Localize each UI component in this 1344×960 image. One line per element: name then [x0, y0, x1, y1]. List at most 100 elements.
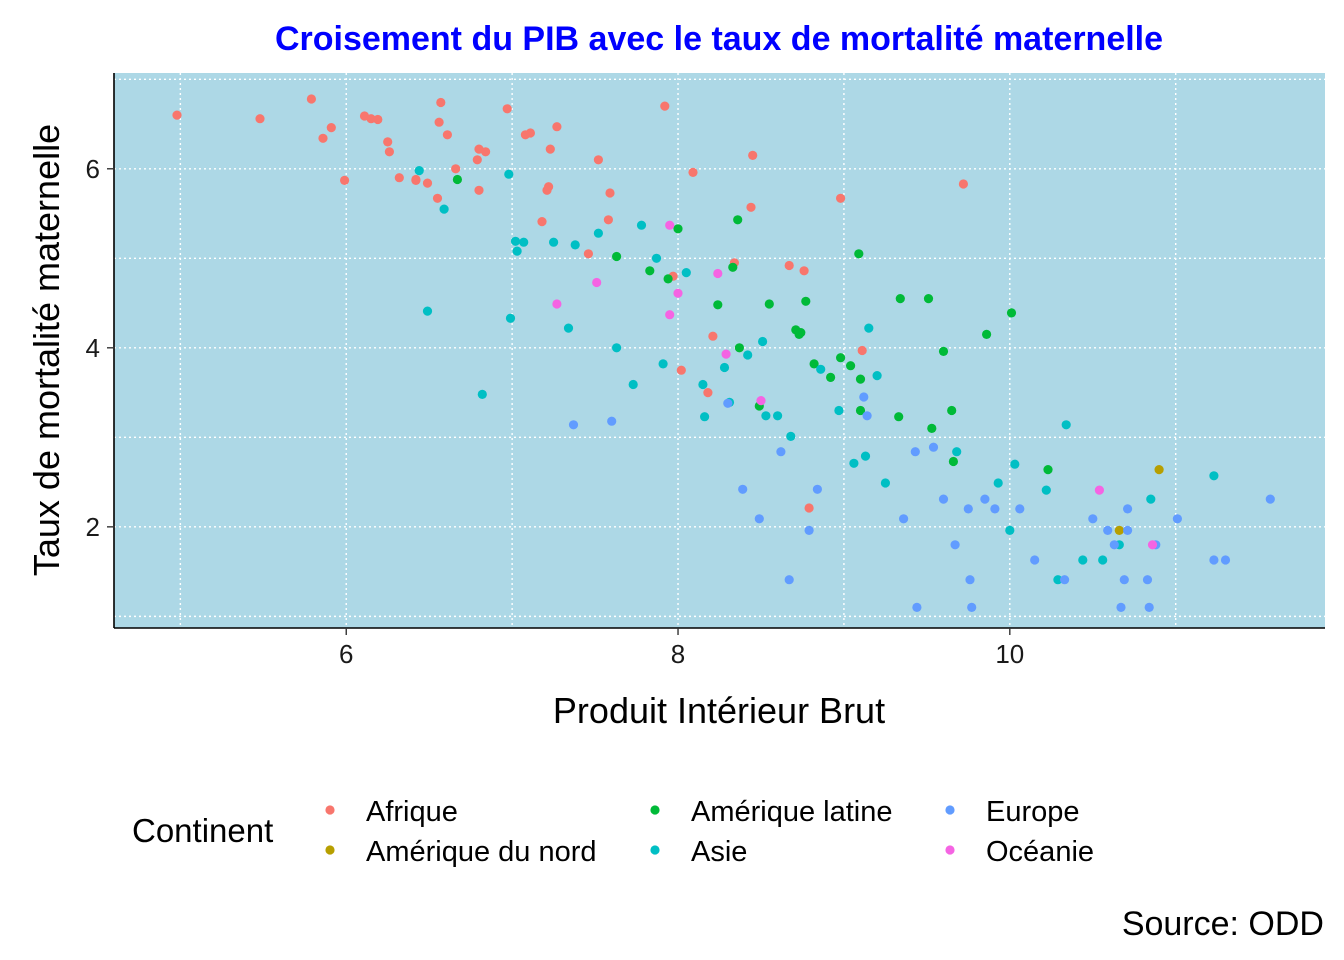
data-point — [857, 345, 867, 356]
data-point — [439, 204, 449, 214]
data-point — [758, 336, 768, 347]
data-point — [910, 447, 920, 457]
data-point — [713, 268, 723, 279]
data-point — [593, 228, 604, 238]
data-point — [422, 178, 433, 188]
data-point — [505, 313, 516, 323]
data-point — [665, 310, 675, 320]
legend-key — [325, 805, 335, 815]
data-point — [1144, 602, 1154, 613]
data-point — [306, 94, 316, 104]
data-point — [804, 503, 814, 513]
chart-caption: Source: ODD — [1122, 905, 1324, 943]
data-point — [545, 144, 555, 154]
data-point — [728, 262, 738, 272]
data-point — [947, 405, 957, 416]
y-tick-label: 4 — [86, 333, 100, 363]
data-point — [849, 458, 859, 468]
data-point — [801, 296, 811, 306]
data-point — [938, 494, 949, 504]
legend-title: Continent — [132, 812, 273, 849]
legend-item: Europe — [945, 796, 1080, 828]
data-point — [1209, 555, 1219, 565]
legend-label: Océanie — [986, 836, 1094, 868]
data-point — [1109, 540, 1119, 550]
data-point — [1146, 494, 1156, 504]
data-point — [738, 484, 748, 494]
data-point — [525, 128, 536, 138]
data-point — [927, 423, 937, 433]
data-point — [519, 237, 529, 247]
data-point — [673, 224, 683, 234]
data-point — [862, 411, 872, 421]
data-point — [1088, 514, 1098, 524]
legend: Afrique Amérique du nord Amérique latine As… — [325, 796, 1094, 868]
data-point — [872, 371, 882, 381]
data-point — [1094, 485, 1104, 495]
data-point — [1123, 525, 1133, 536]
data-point — [432, 193, 443, 203]
data-point — [864, 323, 874, 333]
data-point — [1015, 504, 1025, 514]
data-point — [855, 374, 866, 384]
data-point — [799, 266, 809, 276]
legend-item: Asie — [650, 836, 747, 868]
y-axis-ticks: 2 4 6 — [86, 154, 114, 542]
data-point — [855, 405, 866, 416]
data-point — [636, 220, 647, 230]
data-point — [651, 253, 662, 263]
data-point — [836, 193, 846, 203]
data-point — [854, 249, 864, 259]
data-point — [713, 300, 723, 310]
data-point — [318, 133, 328, 143]
data-point — [703, 388, 713, 398]
x-axis-title: Produit Intérieur Brut — [553, 690, 885, 731]
legend-item: Afrique — [325, 796, 458, 828]
data-point — [958, 179, 969, 189]
data-point — [563, 323, 574, 333]
legend-key — [325, 845, 335, 855]
data-point — [1043, 465, 1053, 475]
data-point — [663, 274, 673, 284]
legend-label: Amérique du nord — [366, 836, 597, 868]
y-tick-label: 6 — [86, 154, 100, 184]
data-point — [340, 175, 350, 185]
data-point — [880, 478, 891, 488]
data-point — [1041, 485, 1051, 495]
data-point — [784, 575, 794, 585]
data-point — [743, 350, 753, 360]
data-point — [773, 411, 783, 421]
legend-item: Océanie — [945, 836, 1094, 868]
data-point — [510, 236, 521, 246]
data-point — [607, 416, 617, 426]
x-tick-label: 8 — [671, 639, 685, 669]
data-point — [734, 343, 745, 353]
data-point — [754, 514, 764, 524]
data-point — [411, 174, 421, 185]
data-point — [1142, 575, 1153, 585]
data-point — [502, 104, 512, 114]
data-point — [846, 361, 856, 371]
data-point — [967, 602, 977, 613]
data-point — [1147, 540, 1158, 550]
data-point — [326, 123, 336, 133]
data-point — [628, 379, 638, 390]
legend-key — [945, 845, 955, 855]
data-point — [552, 299, 562, 309]
data-point — [544, 182, 554, 192]
data-point — [414, 166, 424, 176]
data-point — [504, 169, 514, 179]
data-point — [688, 167, 698, 177]
data-point — [923, 294, 934, 304]
legend-key — [650, 845, 660, 855]
data-point — [1010, 459, 1020, 469]
data-point — [834, 405, 844, 416]
legend-key — [650, 805, 660, 815]
data-point — [255, 114, 265, 124]
data-point — [899, 514, 909, 524]
data-point — [1053, 575, 1063, 585]
data-point — [746, 202, 756, 212]
x-axis-ticks: 6 8 10 — [339, 628, 1024, 669]
data-point — [804, 525, 814, 536]
